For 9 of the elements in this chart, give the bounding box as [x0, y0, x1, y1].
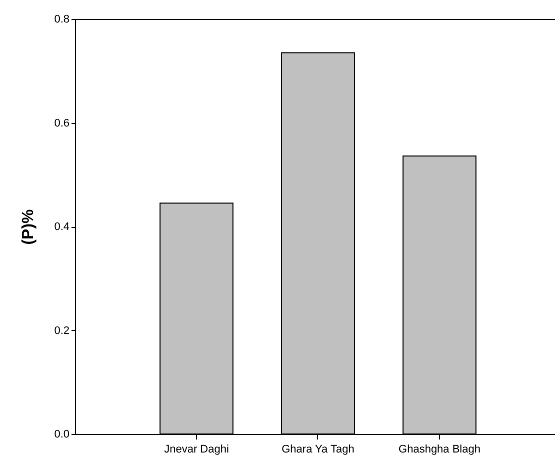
- y-tick-label: 0.0: [54, 428, 70, 440]
- x-tick-label: Ghashgha Blagh: [398, 444, 480, 456]
- y-tick-label: 0.8: [54, 14, 70, 26]
- y-tick-label: 0.2: [54, 324, 70, 337]
- y-axis-title: (P)%: [20, 209, 38, 245]
- x-tick-label: Ghara Ya Tagh: [282, 444, 354, 456]
- x-tick-label: Jnevar Daghi: [164, 444, 229, 456]
- y-tick-label: 0.4: [54, 221, 70, 233]
- y-tick-label: 0.6: [54, 117, 70, 130]
